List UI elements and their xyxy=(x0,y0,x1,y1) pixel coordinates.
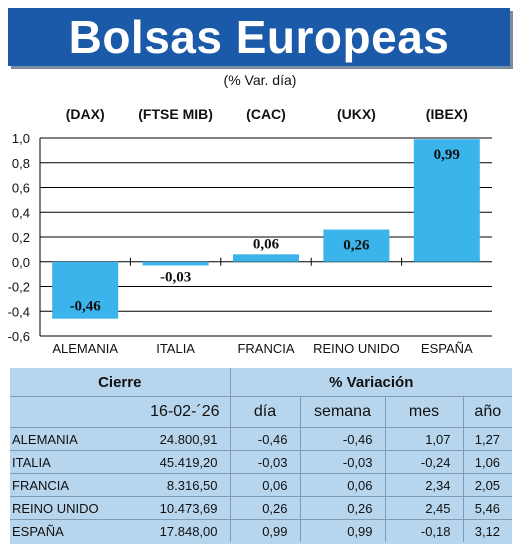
row-dia: -0,46 xyxy=(229,427,301,451)
cierre-group-header: Cierre xyxy=(98,373,142,391)
bar xyxy=(413,139,480,262)
table-row: ITALIA 45.419,20 -0,03 -0,03 -0,24 1,06 xyxy=(10,450,513,474)
data-label: -0,03 xyxy=(160,269,191,285)
table-row: ESPAÑA 17.848,00 0,99 0,99 -0,18 3,12 xyxy=(10,519,513,542)
ano-header: año xyxy=(462,396,513,428)
row-cierre: 10.473,69 xyxy=(125,496,231,520)
row-cierre: 24.800,91 xyxy=(125,427,231,451)
x-tick-label: FRANCIA xyxy=(237,341,294,356)
page-title: Bolsas Europeas xyxy=(68,11,450,63)
market-table: Cierre % Variación 16-02-´26 día semana … xyxy=(10,368,513,542)
row-ano: 1,27 xyxy=(462,427,513,451)
row-dia: 0,06 xyxy=(229,473,301,497)
chart-subtitle: (% Var. día) xyxy=(223,72,297,88)
index-label: (DAX) xyxy=(66,106,105,122)
bar xyxy=(52,261,119,319)
x-tick-label: ITALIA xyxy=(156,341,195,356)
variacion-group-header: % Variación xyxy=(229,368,513,397)
data-table: Cierre % Variación 16-02-´26 día semana … xyxy=(10,368,513,544)
data-label: 0,99 xyxy=(434,147,460,163)
x-tick-label: ALEMANIA xyxy=(52,341,118,356)
data-label: 0,26 xyxy=(343,238,370,254)
y-tick-label: -0,2 xyxy=(8,280,30,295)
row-mes: 2,34 xyxy=(384,473,464,497)
table-row: REINO UNIDO 10.473,69 0,26 0,26 2,45 5,4… xyxy=(10,496,513,520)
row-semana: 0,26 xyxy=(299,496,386,520)
y-tick-label: 0,6 xyxy=(12,181,30,196)
row-name: ALEMANIA xyxy=(10,427,125,451)
bar-chart: 1,0 0,8 0,6 0,4 0,2 0,0 -0,2 -0,4 -0,6 -0,46 (DAX)… xyxy=(8,106,492,356)
dia-header: día xyxy=(229,396,301,428)
y-tick-label: 1,0 xyxy=(12,131,30,146)
y-tick-label: -0,4 xyxy=(8,304,30,319)
row-ano: 5,46 xyxy=(462,496,513,520)
y-tick-label: 0,4 xyxy=(12,205,30,220)
y-tick-label: -0,6 xyxy=(8,329,30,344)
row-dia: -0,03 xyxy=(229,450,301,474)
row-semana: 0,99 xyxy=(299,519,386,542)
row-dia: 0,26 xyxy=(229,496,301,520)
row-mes: -0,18 xyxy=(384,519,464,542)
row-name: FRANCIA xyxy=(10,473,125,497)
row-ano: 3,12 xyxy=(462,519,513,542)
index-label: (UKX) xyxy=(337,106,376,122)
row-mes: 1,07 xyxy=(384,427,464,451)
row-dia: 0,99 xyxy=(229,519,301,542)
y-tick-label: 0,0 xyxy=(12,255,30,270)
mes-header: mes xyxy=(384,396,464,428)
row-mes: 2,45 xyxy=(384,496,464,520)
y-tick-label: 0,8 xyxy=(12,156,30,171)
row-name: ESPAÑA xyxy=(10,519,125,542)
row-name: REINO UNIDO xyxy=(10,496,125,520)
x-tick-label: REINO UNIDO xyxy=(313,341,400,356)
row-semana: -0,03 xyxy=(299,450,386,474)
x-tick-label: ESPAÑA xyxy=(421,341,473,356)
table-row: ALEMANIA 24.800,91 -0,46 -0,46 1,07 1,27 xyxy=(10,427,513,451)
row-semana: -0,46 xyxy=(299,427,386,451)
index-label: (FTSE MIB) xyxy=(138,106,213,122)
y-tick-label: 0,2 xyxy=(12,230,30,245)
date-header: 16-02-´26 xyxy=(125,396,231,428)
row-ano: 2,05 xyxy=(462,473,513,497)
data-label: 0,06 xyxy=(253,236,280,252)
row-cierre: 17.848,00 xyxy=(125,519,231,542)
bar xyxy=(323,229,390,262)
row-semana: 0,06 xyxy=(299,473,386,497)
index-label: (IBEX) xyxy=(426,106,468,122)
index-label: (CAC) xyxy=(246,106,286,122)
table-row: FRANCIA 8.316,50 0,06 0,06 2,34 2,05 xyxy=(10,473,513,497)
title-banner: Bolsas Europeas xyxy=(8,8,510,66)
row-cierre: 45.419,20 xyxy=(125,450,231,474)
data-label: -0,46 xyxy=(70,299,102,315)
row-mes: -0,24 xyxy=(384,450,464,474)
bar xyxy=(233,254,299,262)
row-ano: 1,06 xyxy=(462,450,513,474)
row-name: ITALIA xyxy=(10,450,125,474)
semana-header: semana xyxy=(299,396,386,428)
row-cierre: 8.316,50 xyxy=(125,473,231,497)
bar xyxy=(142,261,209,266)
